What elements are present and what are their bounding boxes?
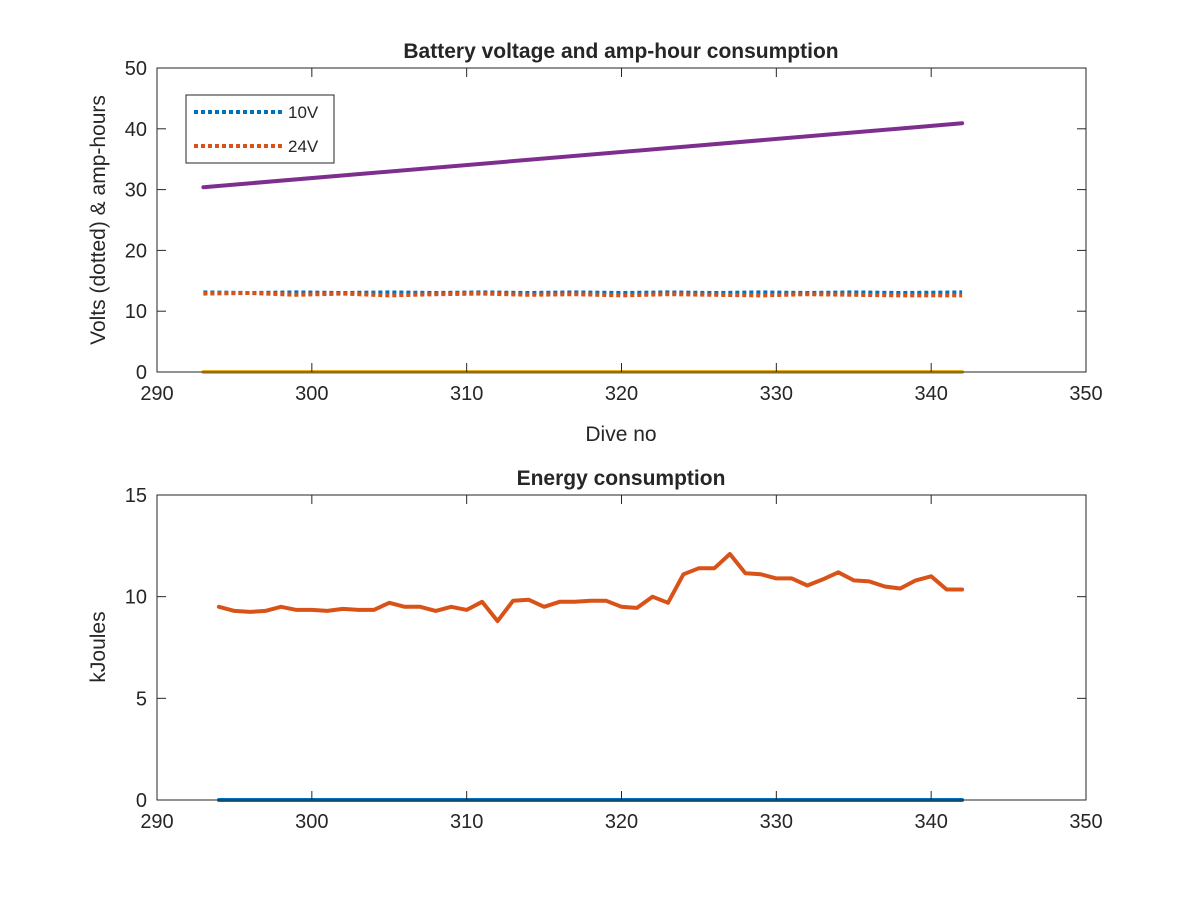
voltage-x-tick-label: 300 bbox=[295, 383, 328, 405]
energy-y-tick-label: 0 bbox=[136, 790, 147, 812]
voltage-axis-ticks: 290 300 310 320 330 340 350 0 10 20 30 40 50 bbox=[125, 58, 1103, 405]
energy-chart: Energy consumption 290 300 310 320 330 340 350… bbox=[87, 467, 1103, 833]
energy-chart-title: Energy consumption bbox=[517, 467, 726, 490]
voltage-x-axis-label: Dive no bbox=[585, 423, 656, 446]
energy-x-tick-label: 320 bbox=[605, 811, 638, 833]
voltage-x-tick-label: 310 bbox=[450, 383, 483, 405]
voltage-chart-title: Battery voltage and amp-hour consumption bbox=[403, 40, 838, 63]
voltage-chart: Battery voltage and amp-hour consumption… bbox=[87, 40, 1103, 446]
voltage-y-axis-label: Volts (dotted) & amp-hours bbox=[87, 95, 110, 345]
voltage-x-tick-label: 320 bbox=[605, 383, 638, 405]
energy-y-tick-label: 5 bbox=[136, 688, 147, 710]
voltage-x-tick-label: 330 bbox=[760, 383, 793, 405]
legend-label-24v: 24V bbox=[288, 137, 319, 156]
voltage-y-tick-label: 40 bbox=[125, 119, 147, 141]
voltage-x-tick-label: 340 bbox=[914, 383, 947, 405]
voltage-y-tick-label: 20 bbox=[125, 240, 147, 262]
voltage-series-line-2 bbox=[201, 121, 965, 190]
energy-x-tick-label: 340 bbox=[914, 811, 947, 833]
voltage-x-tick-label: 290 bbox=[140, 383, 173, 405]
voltage-y-tick-label: 50 bbox=[125, 58, 147, 80]
energy-y-tick-label: 10 bbox=[125, 587, 147, 609]
voltage-y-tick-label: 0 bbox=[136, 362, 147, 384]
legend-box bbox=[185, 94, 335, 164]
voltage-y-tick-label: 30 bbox=[125, 180, 147, 202]
voltage-y-tick-label: 10 bbox=[125, 301, 147, 323]
legend-label-10v: 10V bbox=[288, 103, 319, 122]
energy-x-tick-label: 310 bbox=[450, 811, 483, 833]
energy-x-tick-label: 330 bbox=[760, 811, 793, 833]
energy-x-tick-label: 290 bbox=[140, 811, 173, 833]
energy-y-tick-label: 15 bbox=[125, 485, 147, 507]
energy-x-tick-label: 300 bbox=[295, 811, 328, 833]
voltage-legend: 10V 24V bbox=[185, 94, 335, 164]
energy-series-line-1 bbox=[216, 552, 965, 624]
voltage-series-line-1 bbox=[203, 291, 963, 298]
energy-y-axis-label: kJoules bbox=[87, 611, 110, 682]
voltage-x-tick-label: 350 bbox=[1069, 383, 1102, 405]
energy-x-tick-label: 350 bbox=[1069, 811, 1102, 833]
energy-axis-ticks: 290 300 310 320 330 340 350 0 5 10 15 bbox=[125, 485, 1103, 833]
